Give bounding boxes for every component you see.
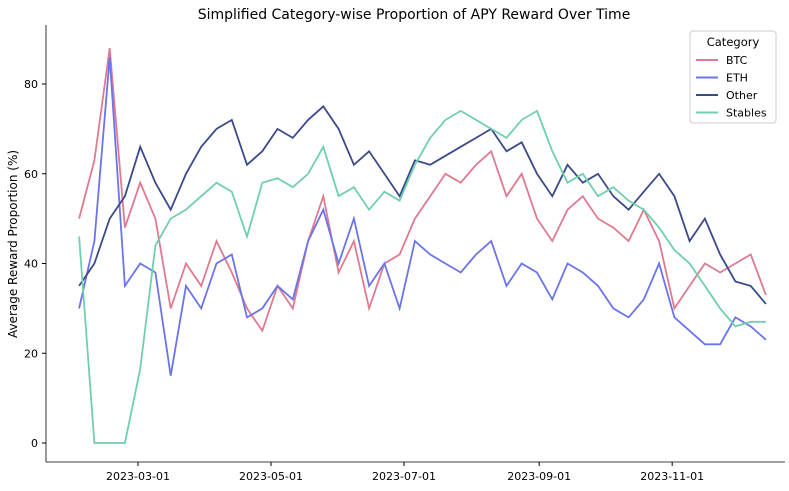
legend-label-stables: Stables: [726, 107, 767, 120]
x-tick-label: 2023-07-01: [372, 470, 436, 483]
y-axis-label: Average Reward Proportion (%): [6, 150, 20, 338]
series-line-stables: [78, 109, 766, 444]
legend-label-btc: BTC: [726, 54, 748, 67]
series-line-other: [78, 105, 767, 305]
y-tick-label: 0: [31, 437, 38, 450]
legend-label-other: Other: [726, 89, 758, 102]
x-tick-label: 2023-11-01: [640, 470, 704, 483]
series-line-btc: [78, 47, 767, 333]
x-tick-label: 2023-05-01: [239, 470, 303, 483]
x-tick-label: 2023-03-01: [106, 470, 170, 483]
legend-title: Category: [707, 35, 760, 49]
y-tick-label: 60: [24, 168, 38, 181]
series-line-eth: [78, 57, 767, 376]
y-tick-label: 40: [24, 258, 38, 271]
x-tick-label: 2023-09-01: [507, 470, 571, 483]
legend: Category BTC ETH Other Stables: [689, 30, 777, 124]
legend-label-eth: ETH: [726, 72, 748, 85]
chart-title: Simplified Category-wise Proportion of A…: [198, 7, 631, 23]
y-tick-label: 80: [24, 78, 38, 91]
y-tick-label: 20: [24, 347, 38, 360]
